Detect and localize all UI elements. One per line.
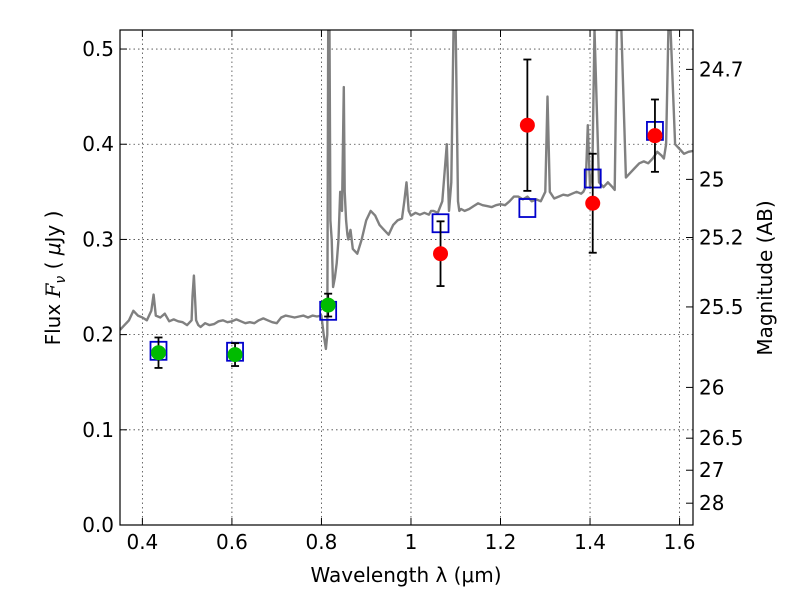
mag-tick-label: 25.5 (699, 295, 744, 319)
photometry-point (647, 128, 663, 144)
plot-area (120, 30, 693, 351)
x-tick-label: 0.4 (126, 530, 158, 554)
y-axis-label-prefix: Flux (41, 297, 65, 345)
y-tick-label: 0.3 (82, 227, 114, 251)
y-axis-label-unit-mu: μ (41, 242, 65, 256)
mag-tick-label: 28 (699, 491, 724, 515)
photometry-point (519, 117, 535, 133)
y-axis-label-unit-rest: Jy ) (41, 211, 65, 245)
y-axis-label-subscript: ν (53, 276, 69, 284)
photometry-point (320, 297, 336, 313)
y-axis-label-symbol: F (41, 282, 65, 298)
grid (120, 30, 693, 526)
mag-tick-label: 25 (699, 167, 724, 191)
photometry-point (585, 195, 601, 211)
x-tick-label: 0.8 (306, 530, 338, 554)
x-tick-label: 1.4 (574, 530, 606, 554)
x-axis-label: Wavelength λ (μm) (310, 563, 501, 587)
x-tick-label: 0.6 (216, 530, 248, 554)
mag-tick-label: 27 (699, 458, 724, 482)
y-axis-label-unit-open: ( (41, 255, 65, 276)
mag-tick-label: 26 (699, 375, 724, 399)
x-tick-label: 1 (405, 530, 418, 554)
y-tick-label: 0.5 (82, 37, 114, 61)
mag-tick-label: 26.5 (699, 426, 744, 450)
y-tick-label: 0.2 (82, 323, 114, 347)
photometry-point (433, 246, 449, 262)
mag-tick-label: 24.7 (699, 57, 744, 81)
y2-axis-label: Magnitude (AB) (753, 200, 777, 355)
x-tick-label: 1.2 (485, 530, 517, 554)
axes-frame (119, 29, 694, 526)
y-tick-label: 0.0 (82, 513, 114, 537)
photometry-point (150, 345, 166, 361)
axis-ticks: 0.4 0.6 0.8 1 1.2 1.4 1.6 0.0 0.1 0.2 0.3 0.4 0.5 24.… (82, 30, 744, 554)
photometry-point (227, 347, 243, 363)
model-spectrum-line (120, 30, 693, 351)
x-tick-label: 1.6 (664, 530, 696, 554)
y-axis-label: Flux Fν ( μJy ) (41, 211, 69, 346)
mag-tick-label: 25.2 (699, 226, 744, 250)
y-tick-label: 0.1 (82, 418, 114, 442)
y-tick-label: 0.4 (82, 132, 114, 156)
synthetic-photometry-square (518, 198, 537, 218)
